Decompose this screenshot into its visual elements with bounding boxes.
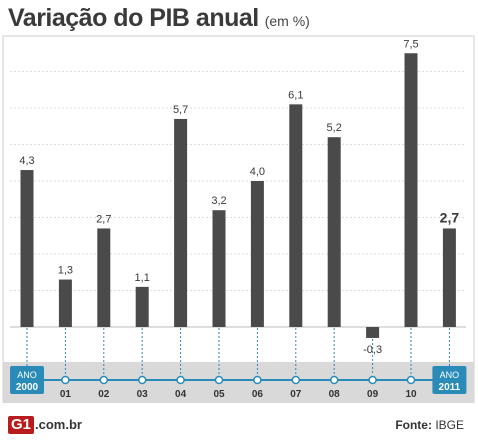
tick-label: 09	[367, 389, 379, 400]
bar	[97, 228, 111, 327]
bar	[289, 104, 303, 327]
tick-label: 03	[137, 389, 149, 400]
year-badge	[10, 366, 44, 394]
data-label: 6,1	[288, 89, 303, 101]
data-label: 2,7	[96, 213, 111, 225]
timeline-dot	[61, 375, 70, 385]
data-label: -0,3	[363, 344, 382, 356]
data-label: 7,5	[403, 38, 418, 50]
bar	[366, 327, 380, 338]
timeline-dot	[176, 375, 185, 385]
logo-domain: .com.br	[35, 417, 82, 432]
tick-label: ANO	[440, 370, 460, 380]
data-label: 5,7	[173, 104, 188, 116]
tick-label: 08	[329, 389, 341, 400]
data-label: 5,2	[327, 122, 342, 134]
timeline-dot	[137, 375, 147, 385]
source-note: Fonte: IBGE	[395, 418, 464, 432]
chart-title: Variação do PIB anual	[8, 4, 259, 32]
timeline-dot	[329, 375, 339, 385]
source-value: IBGE	[435, 418, 464, 432]
bar	[135, 286, 149, 327]
data-label: 1,1	[135, 272, 150, 284]
timeline-dot	[406, 375, 416, 385]
bar	[58, 279, 72, 327]
data-label: 1,3	[58, 265, 73, 277]
timeline-dot	[99, 375, 109, 385]
data-label: 4,3	[19, 155, 34, 167]
tick-label: 05	[213, 389, 225, 400]
tick-label: 2000	[16, 382, 39, 393]
source-label: Fonte:	[395, 418, 432, 432]
tick-label: 02	[98, 389, 110, 400]
tick-label: 2011	[439, 382, 461, 393]
tick-label: 04	[175, 389, 187, 400]
timeline-dot	[291, 375, 301, 385]
tick-label: 01	[60, 389, 72, 400]
timeline-band	[3, 362, 474, 403]
tick-label: 10	[405, 389, 417, 400]
bar	[212, 210, 226, 327]
bar	[250, 181, 264, 327]
chart-subtitle: (em %)	[264, 13, 310, 29]
timeline-dot	[368, 375, 377, 385]
tick-label: 07	[290, 389, 302, 400]
logo-mark: G1	[8, 416, 35, 434]
timeline-dot	[253, 375, 262, 385]
g1-logo: G1 .com.br	[8, 416, 82, 434]
data-label: 3,2	[211, 195, 226, 207]
chart-title-group: Variação do PIB anual (em %)	[8, 4, 310, 33]
year-badge	[432, 366, 467, 394]
timeline-dot	[214, 375, 224, 385]
tick-label: ANO	[17, 370, 37, 380]
bar	[327, 137, 341, 327]
bar	[174, 118, 188, 327]
data-label: 4,0	[250, 166, 265, 178]
data-label: 2,7	[440, 209, 460, 225]
bar	[404, 53, 418, 327]
bar	[20, 170, 34, 327]
plot-frame	[2, 35, 475, 403]
tick-label: 06	[252, 389, 264, 400]
bar	[442, 228, 456, 327]
